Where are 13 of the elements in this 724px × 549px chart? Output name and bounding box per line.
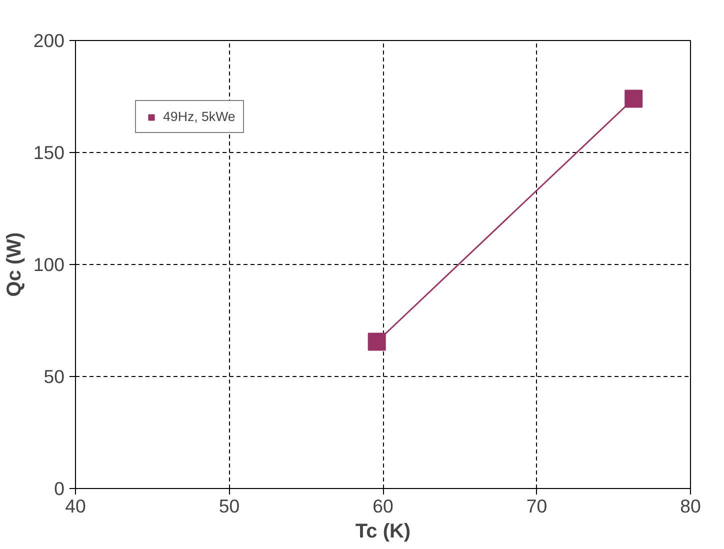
x-tick-label: 40 (65, 496, 86, 516)
x-tick-label: 50 (218, 496, 240, 516)
x-tick-label: 60 (372, 496, 394, 516)
y-tick-label: 100 (33, 254, 65, 275)
y-tick-label: 50 (44, 366, 65, 387)
y-tick-label: 150 (33, 142, 65, 163)
x-axis-title: Tc (K) (355, 520, 411, 542)
x-tick-label: 80 (680, 496, 701, 516)
x-tick-label: 70 (526, 496, 548, 516)
y-tick-label: 0 (54, 478, 65, 499)
y-axis-title: Qc (W) (3, 232, 26, 297)
y-tick-label: 200 (33, 30, 65, 51)
legend-label: 49Hz, 5kWe (163, 109, 236, 124)
